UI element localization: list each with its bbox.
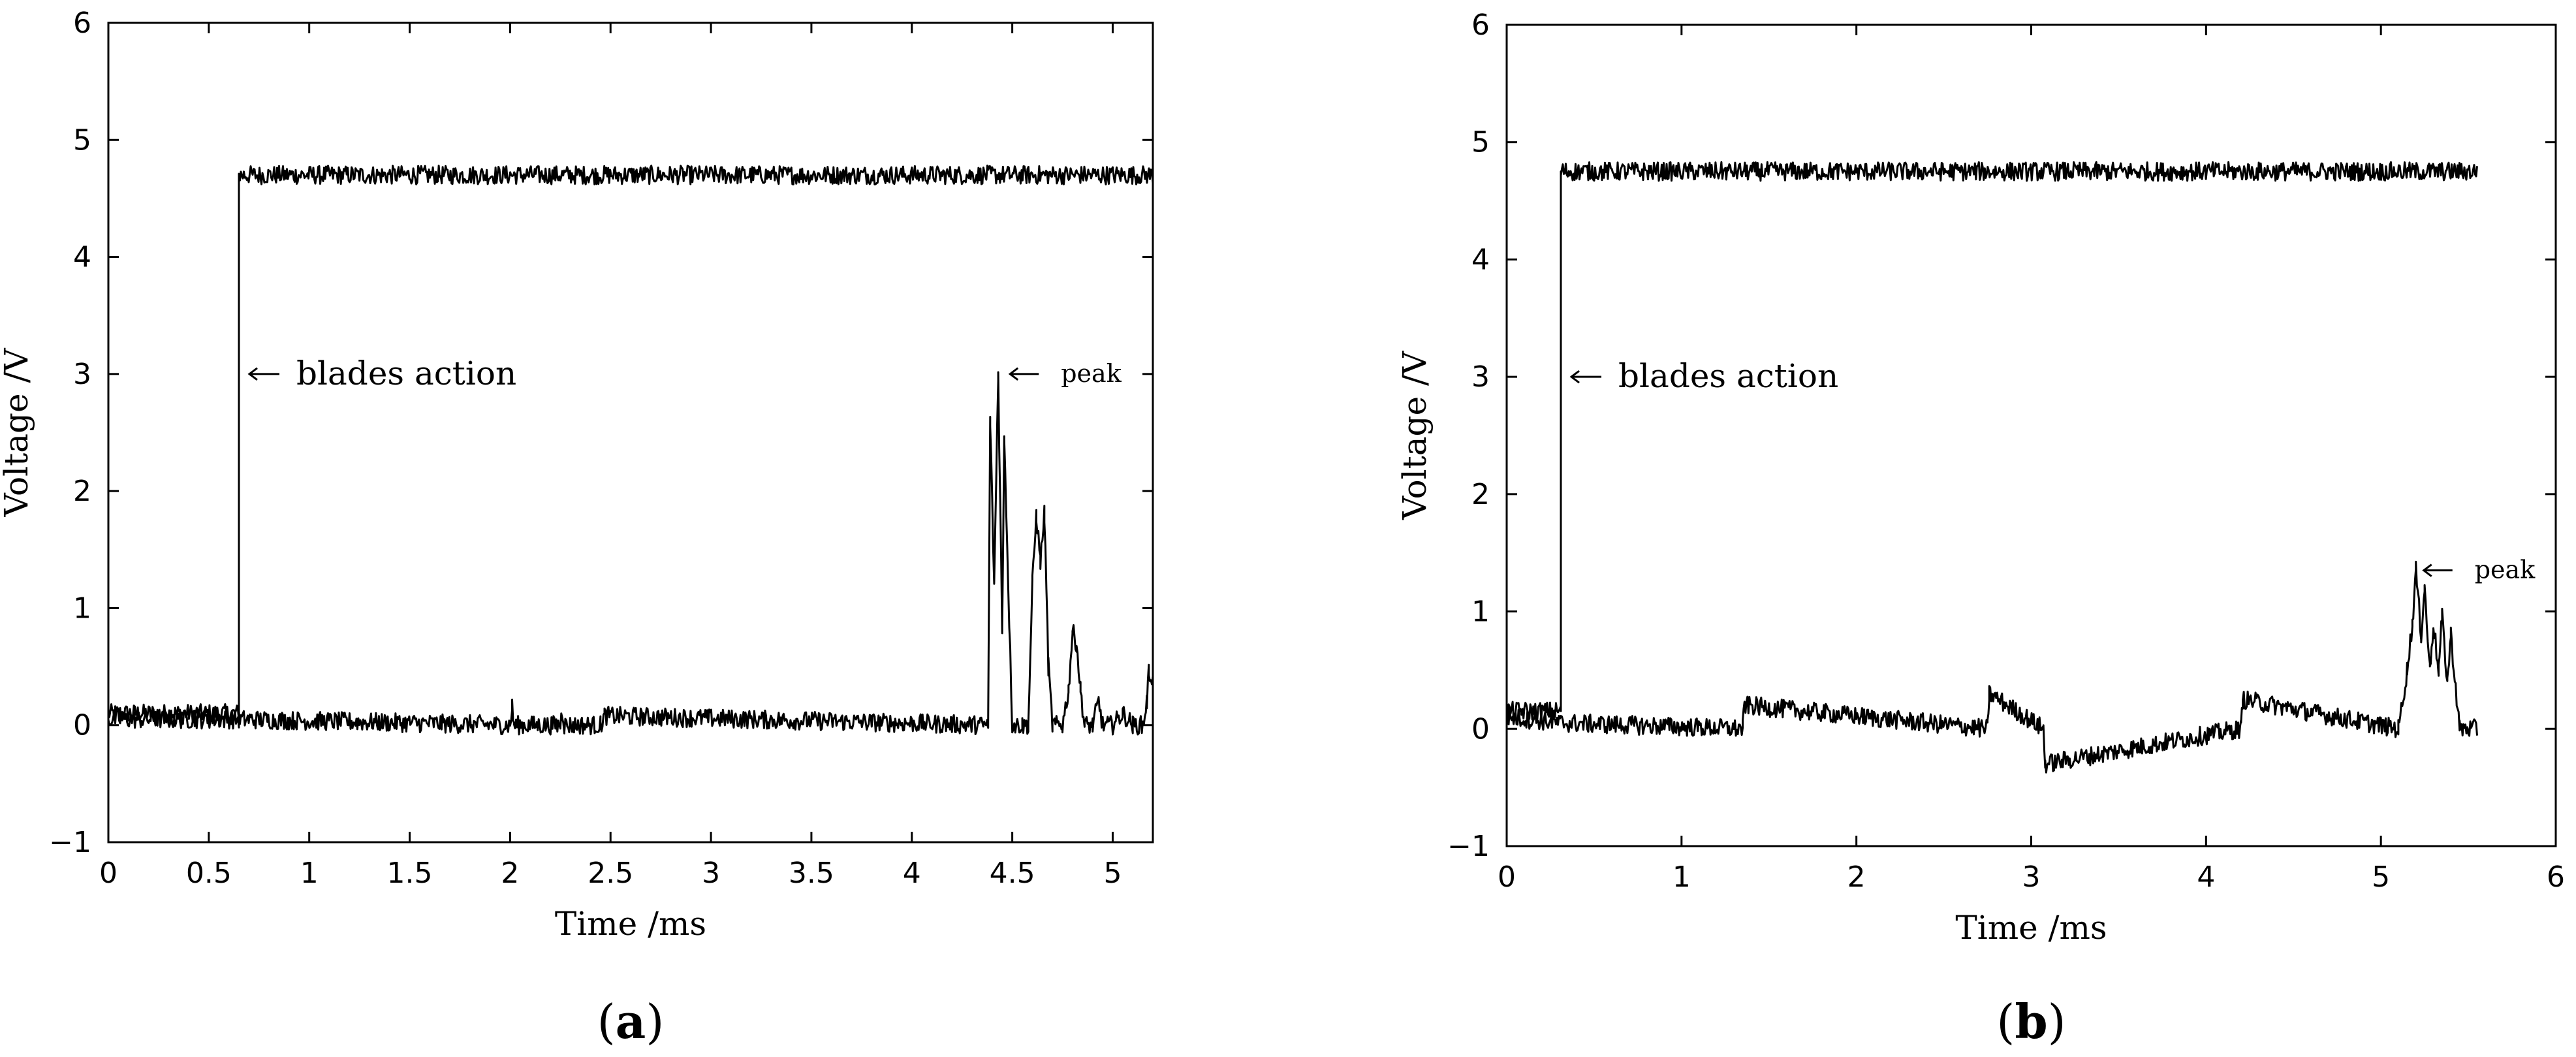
x-tick-label-b-0: 0: [1498, 860, 1516, 894]
y-tick-label-a-6: 5: [73, 123, 91, 157]
y-tick-label-a-1: 0: [73, 709, 91, 742]
x-tick-label-b-5: 5: [2372, 860, 2390, 894]
x-tick-label-a-3: 1.5: [387, 857, 433, 890]
x-axis-b: 0 1 2 3 4 5 6: [1498, 25, 2565, 894]
y-axis-label-b: Voltage /V: [1396, 351, 1434, 520]
plot-frame-a: [107, 22, 1154, 844]
x-tick-label-b-6: 6: [2547, 860, 2565, 894]
series-signal-line-a: [107, 371, 1154, 736]
x-axis-label-b: Time /ms: [1955, 909, 2107, 947]
y-tick-label-a-4: 3: [73, 358, 91, 391]
y-tick-label-b-0: −1: [1447, 830, 1490, 863]
series-trigger-line-a: [107, 165, 1154, 724]
annotation-arrowhead-a-0: [247, 367, 258, 381]
panel-label-open-b: (: [1996, 994, 2015, 1049]
y-tick-label-a-0: −1: [49, 826, 91, 859]
annotation-label-a-0: blades action: [296, 355, 516, 392]
x-tick-label-a-2: 1: [300, 857, 319, 890]
x-tick-label-b-4: 4: [2197, 860, 2215, 894]
panel-label-letter-a: a: [616, 994, 646, 1049]
annotations-b: blades action peak: [1569, 357, 2536, 584]
series-group-a: [107, 165, 1154, 736]
x-tick-label-b-2: 2: [1847, 860, 1866, 894]
y-tick-label-b-5: 4: [1471, 243, 1490, 276]
series-group-b: [1505, 161, 2478, 774]
y-tick-label-b-3: 2: [1471, 478, 1490, 511]
x-axis-a: 0 0.5 1 1.5 2 2.5 3 3.5 4 4.5 5: [99, 23, 1122, 890]
x-tick-label-b-3: 3: [2022, 860, 2041, 894]
series-signal-line-b: [1505, 560, 2478, 774]
panel-label-letter-b: b: [2015, 994, 2047, 1049]
x-tick-label-a-9: 4.5: [990, 857, 1035, 890]
y-axis-label-a: Voltage /V: [0, 348, 35, 518]
panel-label-close-a: ): [646, 994, 664, 1049]
annotations-a: blades action peak: [247, 355, 1122, 392]
annotation-label-b-1: peak: [2475, 556, 2536, 584]
x-tick-label-b-1: 1: [1673, 860, 1691, 894]
annotation-label-b-0: blades action: [1618, 357, 1838, 395]
panel-label-a: (a): [597, 994, 665, 1049]
x-tick-label-a-6: 3: [702, 857, 720, 890]
y-tick-label-b-4: 3: [1471, 360, 1490, 394]
x-tick-label-a-1: 0.5: [186, 857, 232, 890]
x-tick-label-a-4: 2: [501, 857, 519, 890]
y-tick-label-b-1: 0: [1471, 712, 1490, 746]
y-tick-label-a-3: 2: [73, 475, 91, 508]
panel-label-open-a: (: [597, 994, 616, 1049]
y-tick-label-b-2: 1: [1471, 595, 1490, 629]
x-tick-label-a-8: 4: [903, 857, 921, 890]
y-tick-label-a-2: 1: [73, 592, 91, 625]
x-tick-label-a-5: 2.5: [588, 857, 633, 890]
x-axis-label-a: Time /ms: [555, 905, 706, 943]
y-tick-label-b-7: 6: [1471, 8, 1490, 42]
y-tick-label-b-6: 5: [1471, 126, 1490, 159]
series-trigger-line-b: [1505, 161, 2478, 721]
panel-label-close-b: ): [2048, 994, 2066, 1049]
y-axis-a: −1 0 1 2 3 4 5 6: [49, 7, 1153, 859]
annotation-arrowhead-b-1: [2422, 563, 2432, 577]
y-axis-b: −1 0 1 2 3 4 5 6: [1447, 8, 2556, 863]
y-tick-label-a-5: 4: [73, 241, 91, 274]
annotation-label-a-1: peak: [1061, 359, 1122, 388]
x-tick-label-a-7: 3.5: [789, 857, 834, 890]
x-tick-label-a-0: 0: [99, 857, 118, 890]
annotation-arrowhead-b-0: [1569, 370, 1580, 384]
annotation-arrowhead-a-1: [1008, 367, 1019, 381]
panel-label-b: (b): [1996, 994, 2066, 1049]
x-tick-label-a-10: 5: [1103, 857, 1122, 890]
y-tick-label-a-7: 6: [73, 7, 91, 40]
